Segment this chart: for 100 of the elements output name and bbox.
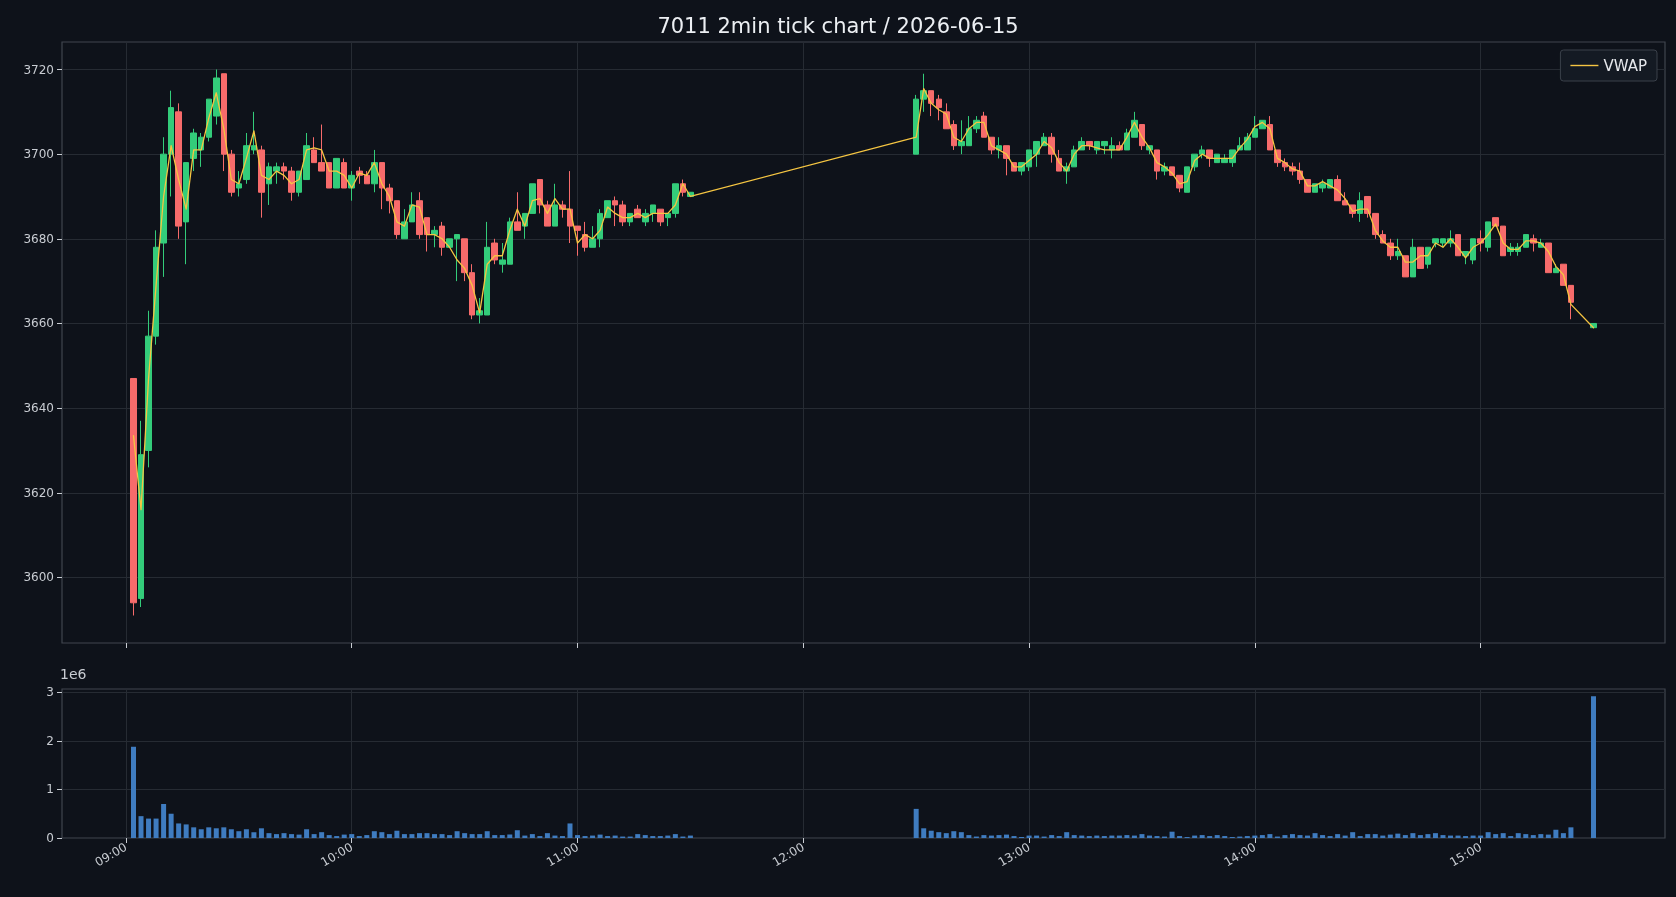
y-tick-label: 3680 (23, 231, 54, 246)
candlestick (657, 208, 664, 227)
y-tick-label: 3700 (23, 147, 54, 162)
y-tick-label: 3620 (23, 485, 54, 500)
bar (492, 835, 498, 838)
bar (447, 835, 453, 838)
candlestick (936, 94, 942, 121)
bar (575, 835, 581, 838)
bar (401, 834, 407, 838)
bar (943, 833, 949, 838)
bar (371, 831, 377, 838)
bar (326, 835, 332, 838)
y-tick-label: 0 (46, 831, 54, 845)
bar (258, 828, 264, 838)
bar (1591, 696, 1596, 838)
bar (1493, 834, 1499, 838)
bar (477, 834, 483, 838)
bar (913, 808, 919, 838)
bar (462, 833, 468, 838)
y-tick-label: 2 (46, 733, 54, 748)
bar (1425, 834, 1431, 838)
bar (409, 834, 415, 838)
bar (386, 834, 392, 838)
bar (266, 833, 272, 838)
bar (1395, 833, 1401, 838)
bar (138, 816, 144, 838)
bar (131, 746, 136, 838)
bar (921, 828, 927, 838)
bar (289, 834, 295, 838)
bar (1560, 833, 1566, 838)
candlestick (1417, 246, 1424, 269)
bar (1432, 833, 1438, 838)
candlestick (258, 145, 265, 219)
candlestick (1485, 221, 1491, 252)
candlestick (1410, 238, 1416, 278)
candlestick (431, 225, 438, 248)
candlestick (582, 221, 588, 252)
bar (1267, 834, 1273, 838)
bar (176, 823, 182, 838)
bar (273, 834, 279, 838)
candlestick (333, 157, 340, 189)
y-tick-label: 3640 (23, 401, 54, 416)
bar (635, 834, 641, 838)
candlestick (1395, 238, 1401, 261)
bar (198, 829, 204, 838)
bar (349, 834, 355, 838)
bar (439, 834, 445, 838)
bar (996, 835, 1002, 838)
candlestick (1387, 238, 1394, 261)
line-series (132, 87, 1595, 511)
bar (454, 831, 460, 838)
bar (1214, 835, 1220, 838)
candlestick (491, 238, 498, 265)
bar (1553, 829, 1559, 838)
bar (1139, 834, 1145, 838)
bar (936, 832, 942, 838)
bar (672, 834, 678, 838)
y-tick-label: 3600 (23, 570, 54, 585)
bar (981, 835, 987, 838)
bar (1049, 835, 1055, 838)
bar (228, 829, 234, 838)
y-tick-label: 3 (46, 685, 54, 700)
bar (1350, 832, 1356, 838)
candlestick (996, 136, 1002, 159)
bar (1523, 834, 1529, 838)
y-tick-label: 3660 (23, 316, 54, 331)
bar (928, 830, 934, 838)
bar (153, 818, 159, 838)
bar (1297, 835, 1303, 838)
bar (1515, 833, 1521, 838)
bar (311, 834, 317, 838)
candlestick (552, 183, 558, 227)
bar (529, 834, 535, 838)
bar (251, 832, 257, 838)
bar (281, 833, 287, 838)
bar (1365, 834, 1371, 838)
bar (1530, 835, 1536, 838)
candlestick (341, 157, 347, 189)
bar (221, 827, 227, 838)
bar (213, 828, 219, 838)
y-tick-label: 1 (46, 782, 54, 797)
bar (1282, 835, 1288, 838)
bar (424, 833, 430, 838)
bar (1124, 835, 1130, 838)
candlestick (439, 221, 445, 257)
candlestick (514, 191, 521, 231)
candlestick (1206, 149, 1213, 168)
bar (1500, 833, 1506, 838)
bar (499, 835, 505, 838)
bar (544, 833, 550, 838)
bar (1289, 834, 1295, 838)
bar (1402, 835, 1408, 838)
bar (183, 824, 189, 838)
bar (191, 827, 197, 838)
bar (951, 831, 957, 838)
legend-label: VWAP (1603, 56, 1648, 75)
bar (514, 830, 520, 838)
bar (1440, 835, 1446, 838)
bar (146, 818, 152, 838)
bar (1485, 832, 1491, 838)
